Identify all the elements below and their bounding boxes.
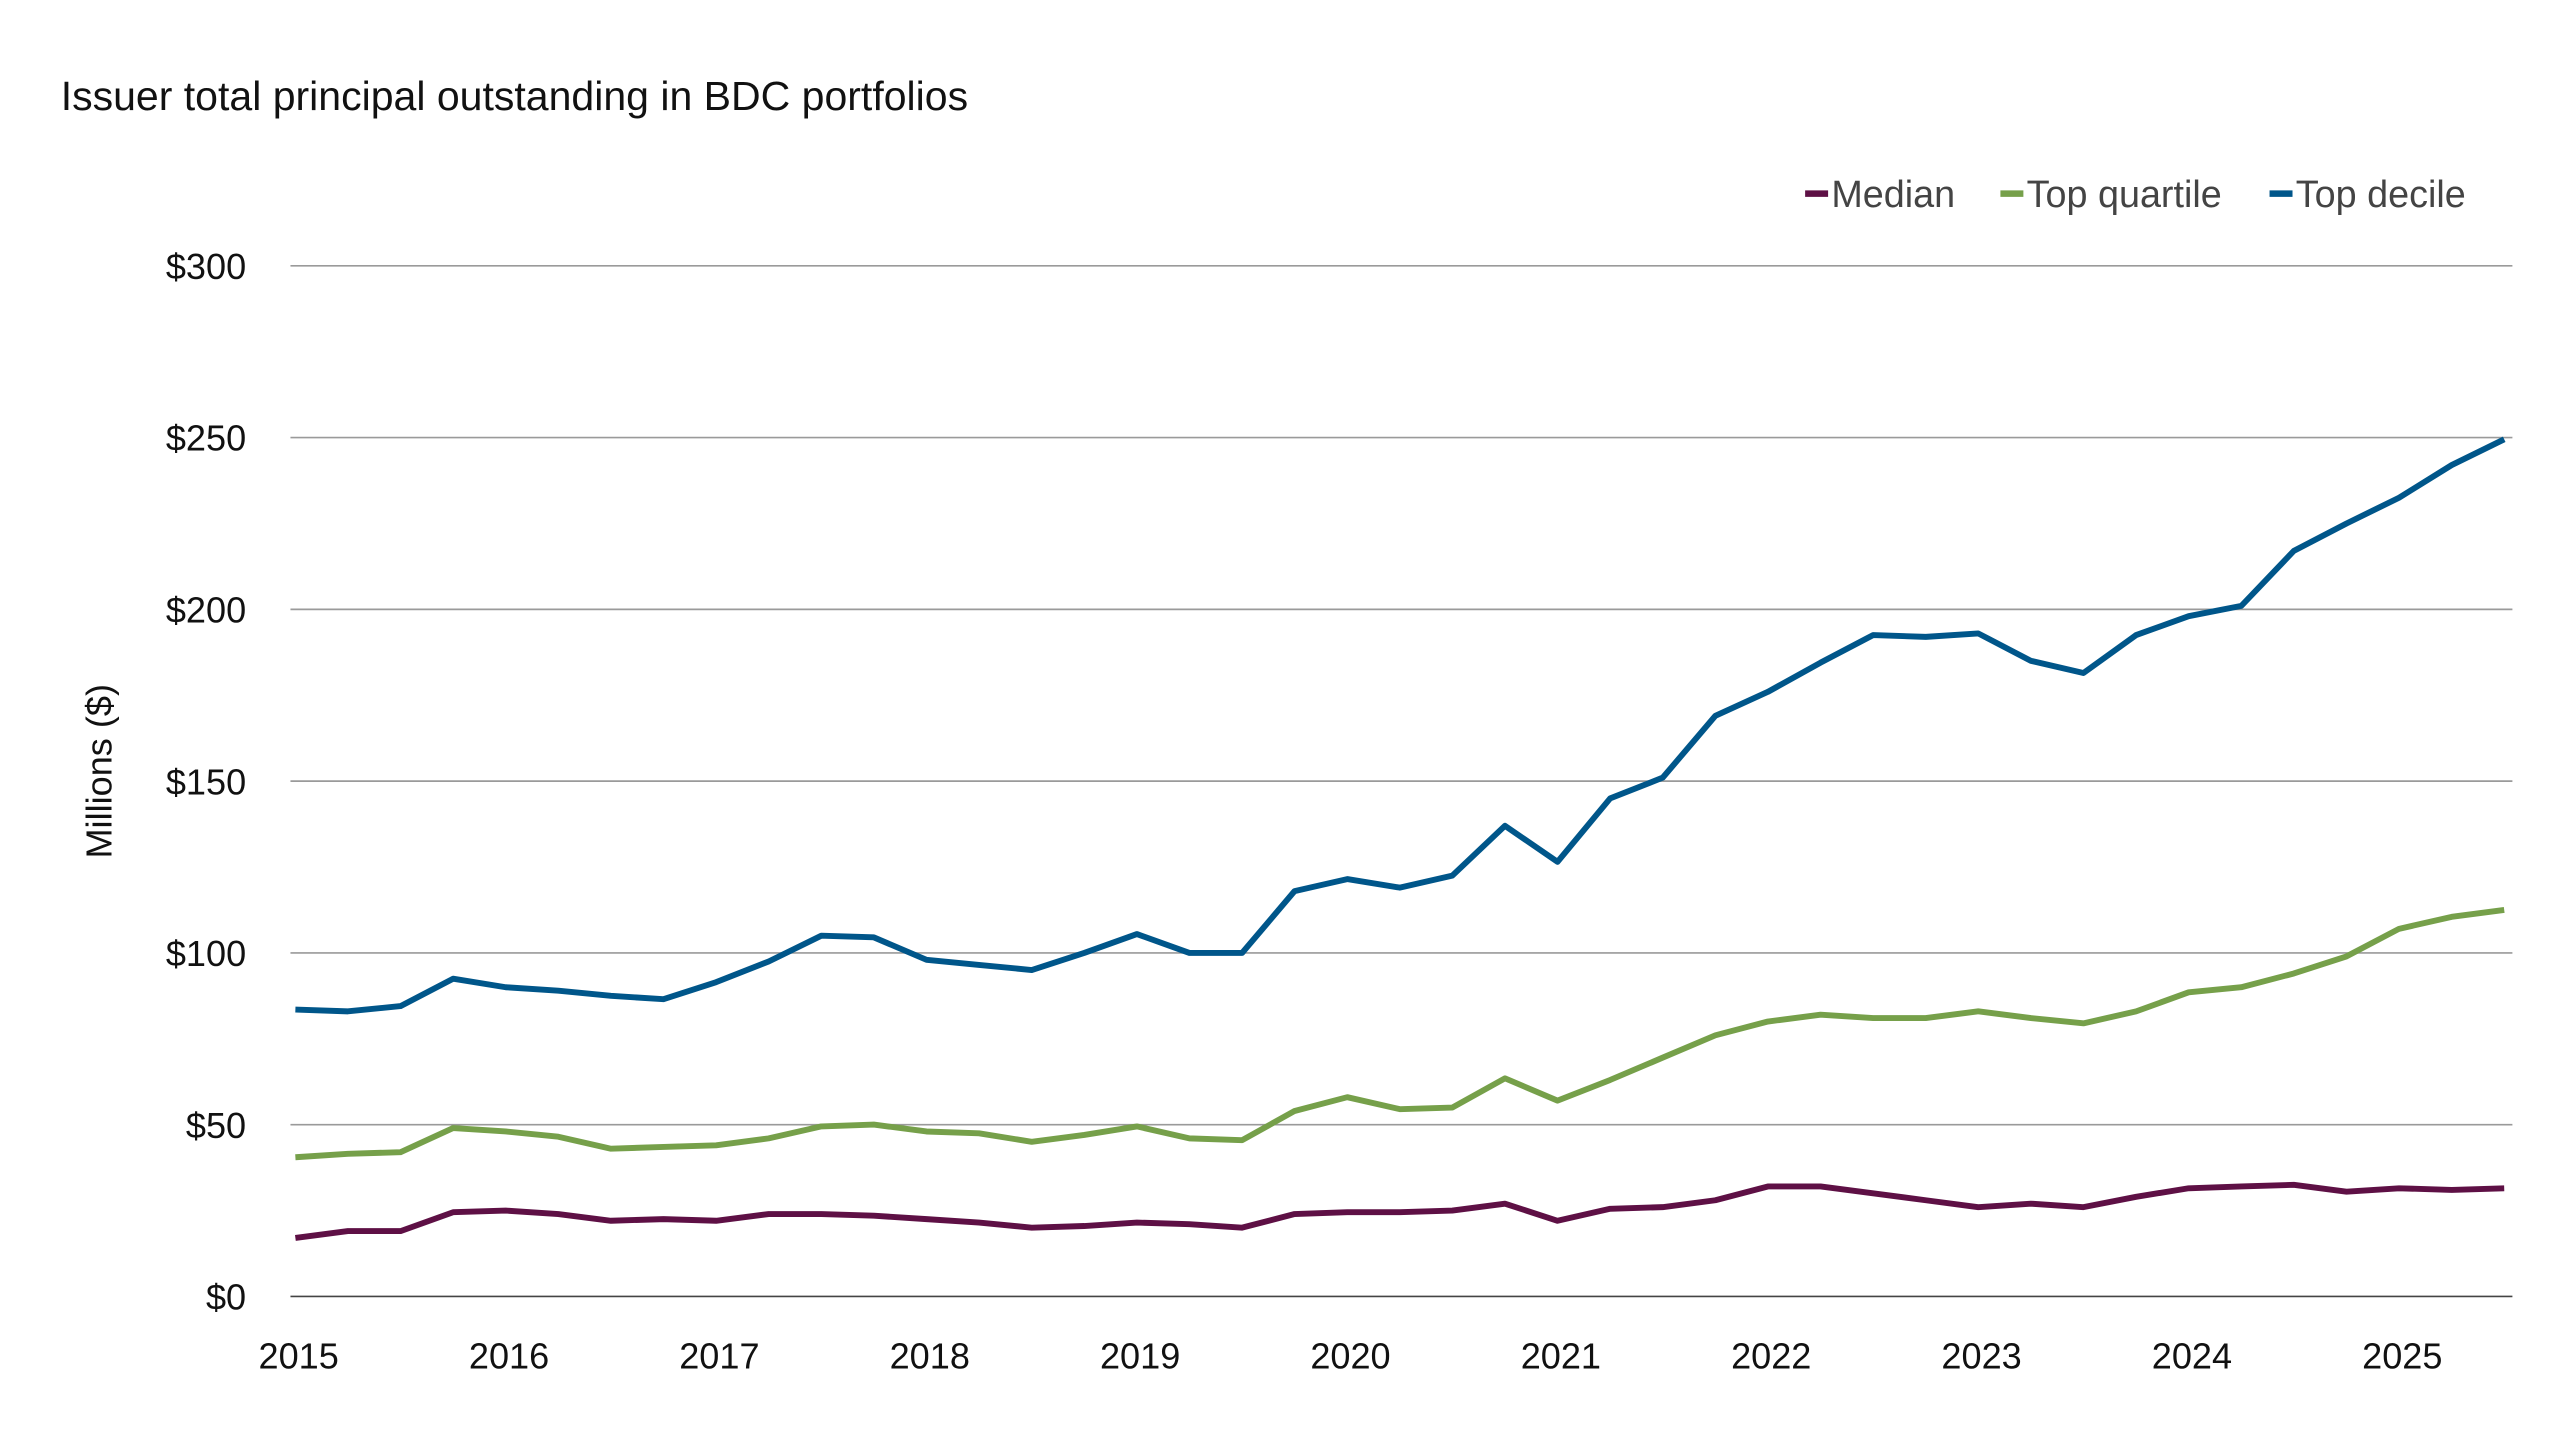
y-tick-label: $200 (166, 589, 246, 630)
legend-item: Top quartile (2000, 173, 2222, 215)
x-tick-label: 2025 (2362, 1336, 2442, 1377)
y-tick-label: $100 (166, 933, 246, 974)
y-axis-label: Millions ($) (79, 684, 120, 858)
y-axis-ticks: $0 $50 $100 $150 $200 $250 $300 (166, 246, 246, 1318)
x-tick-label: 2016 (469, 1336, 549, 1377)
legend-label: Top quartile (2027, 173, 2222, 215)
x-tick-label: 2017 (679, 1336, 759, 1377)
x-tick-label: 2018 (890, 1336, 970, 1377)
y-tick-label: $300 (166, 246, 246, 287)
y-tick-label: $150 (166, 761, 246, 802)
y-tick-label: $250 (166, 418, 246, 459)
series-line-median (295, 1181, 2505, 1241)
x-tick-label: 2021 (1521, 1336, 1601, 1377)
x-tick-label: 2019 (1100, 1336, 1180, 1377)
legend-item: Top decile (2269, 173, 2466, 215)
x-axis-ticks: 2015 2016 2017 2018 2019 2020 2021 2022 2023 2024… (259, 1336, 2443, 1377)
x-tick-label: 2022 (1731, 1336, 1811, 1377)
legend-label: Top decile (2296, 173, 2466, 215)
series-line-top-decile (295, 436, 2506, 1015)
legend-label: Median (1831, 173, 1955, 215)
x-tick-label: 2023 (1941, 1336, 2021, 1377)
x-tick-label: 2020 (1310, 1336, 1390, 1377)
legend: Median Top quartile Top decile (1805, 173, 2466, 215)
gridlines (290, 265, 2513, 1298)
chart-title: Issuer total principal outstanding in BD… (61, 73, 968, 119)
series-line-top-quartile (295, 907, 2505, 1161)
x-tick-label: 2024 (2152, 1336, 2232, 1377)
y-tick-label: $0 (206, 1277, 246, 1318)
legend-item: Median (1805, 173, 1955, 215)
series-lines (295, 436, 2506, 1241)
x-tick-label: 2015 (259, 1336, 339, 1377)
y-tick-label: $50 (186, 1105, 246, 1146)
